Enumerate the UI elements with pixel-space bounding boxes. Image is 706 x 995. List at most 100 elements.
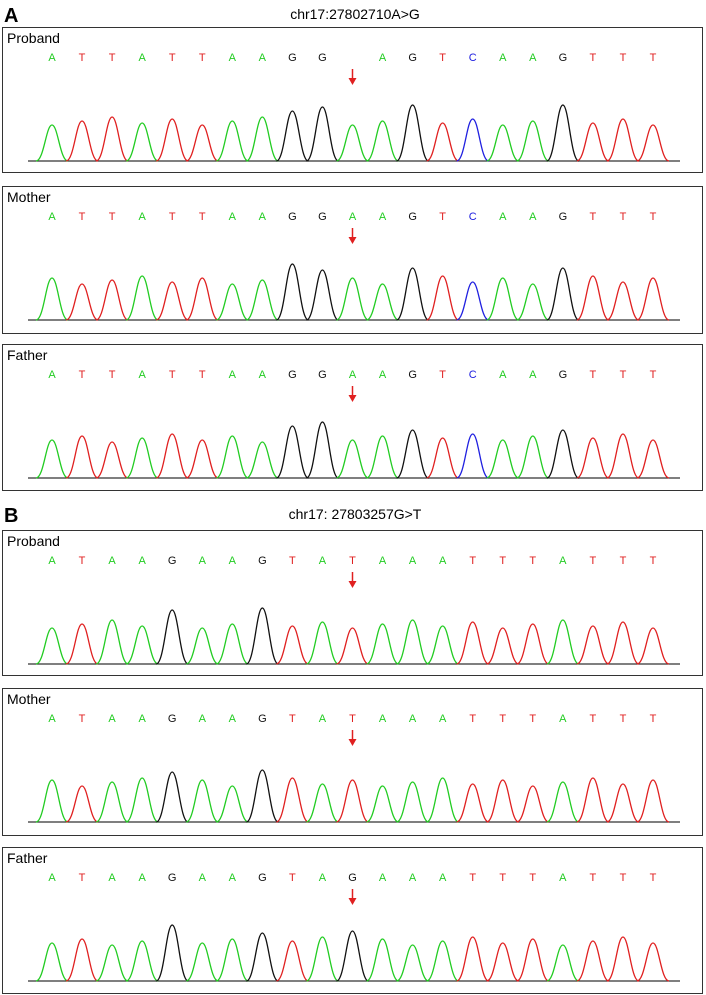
track-name: Proband	[7, 30, 60, 46]
peak	[486, 439, 520, 479]
track-box	[2, 530, 703, 676]
peak	[155, 771, 189, 823]
peak	[125, 122, 159, 162]
base-call: T	[289, 872, 296, 884]
base-call: T	[169, 52, 176, 64]
peak	[215, 623, 249, 665]
base-call: A	[529, 211, 537, 223]
base-call: A	[48, 872, 56, 884]
base-call: A	[138, 52, 146, 64]
base-call: A	[48, 211, 56, 223]
peak	[215, 938, 249, 982]
peak	[516, 938, 550, 982]
peak	[305, 106, 340, 162]
peak	[245, 932, 279, 982]
base-call: G	[288, 369, 297, 381]
base-call: A	[48, 713, 56, 725]
peak	[576, 122, 610, 162]
peak	[35, 439, 69, 479]
panel-label: B	[4, 505, 18, 527]
base-call: T	[650, 369, 657, 381]
base-call: T	[79, 369, 86, 381]
arrow-head	[348, 237, 357, 244]
base-call: T	[199, 369, 206, 381]
peak	[125, 437, 159, 479]
base-call: T	[439, 211, 446, 223]
track-name: Proband	[7, 533, 60, 549]
track-box	[2, 27, 703, 173]
peak	[395, 429, 430, 479]
base-call: A	[108, 872, 116, 884]
arrow-head	[348, 395, 357, 402]
peak	[246, 116, 279, 162]
base-call: T	[650, 713, 657, 725]
peak	[366, 785, 399, 823]
base-call: T	[590, 369, 597, 381]
base-call: A	[559, 713, 567, 725]
peak	[486, 124, 520, 162]
peak	[426, 777, 459, 823]
arrow-head	[348, 78, 357, 85]
peak	[245, 607, 279, 665]
peak	[155, 609, 189, 665]
track-name: Mother	[7, 691, 51, 707]
base-call: A	[108, 555, 116, 567]
base-call: G	[408, 369, 417, 381]
base-call: T	[439, 369, 446, 381]
base-call: A	[319, 872, 327, 884]
peak	[276, 110, 309, 162]
base-call: A	[259, 369, 267, 381]
base-call: G	[318, 369, 327, 381]
base-call: A	[349, 369, 357, 381]
peak	[396, 267, 429, 321]
peak	[336, 277, 369, 321]
base-call: A	[138, 555, 146, 567]
base-call: A	[379, 52, 387, 64]
peak	[35, 124, 69, 162]
base-call: T	[109, 211, 116, 223]
arrow-head	[348, 898, 357, 905]
base-call: T	[620, 211, 627, 223]
base-call: A	[229, 713, 237, 725]
base-call: A	[229, 369, 237, 381]
base-call: A	[559, 872, 567, 884]
base-call: T	[650, 872, 657, 884]
peak	[336, 439, 369, 479]
peak	[516, 283, 550, 321]
base-call: T	[529, 872, 536, 884]
track-box	[2, 186, 703, 334]
peak	[35, 779, 69, 823]
panel-title: chr17: 27803257G>T	[289, 506, 422, 522]
peak	[185, 439, 219, 479]
peak	[636, 277, 670, 321]
peak	[516, 623, 550, 665]
base-call: A	[138, 713, 146, 725]
base-call: A	[499, 211, 507, 223]
base-call: A	[138, 369, 146, 381]
peak	[636, 779, 670, 823]
peak	[65, 283, 99, 321]
base-call: A	[439, 555, 447, 567]
base-call: C	[469, 369, 477, 381]
peak	[426, 625, 459, 665]
base-call: A	[138, 211, 146, 223]
peak	[576, 275, 610, 321]
peak	[576, 437, 610, 479]
peak	[336, 779, 369, 823]
base-call: G	[288, 52, 297, 64]
base-call: A	[199, 872, 207, 884]
peak	[185, 124, 219, 162]
peak	[456, 433, 490, 479]
base-call: T	[650, 211, 657, 223]
peak	[576, 625, 610, 665]
peak	[516, 435, 550, 479]
base-call: A	[229, 52, 237, 64]
base-call: G	[408, 52, 417, 64]
peak	[95, 781, 129, 823]
base-call: T	[620, 555, 627, 567]
peak	[396, 944, 429, 982]
base-call: A	[48, 369, 56, 381]
base-call: A	[199, 555, 207, 567]
base-call: T	[499, 872, 506, 884]
peak	[125, 625, 159, 665]
